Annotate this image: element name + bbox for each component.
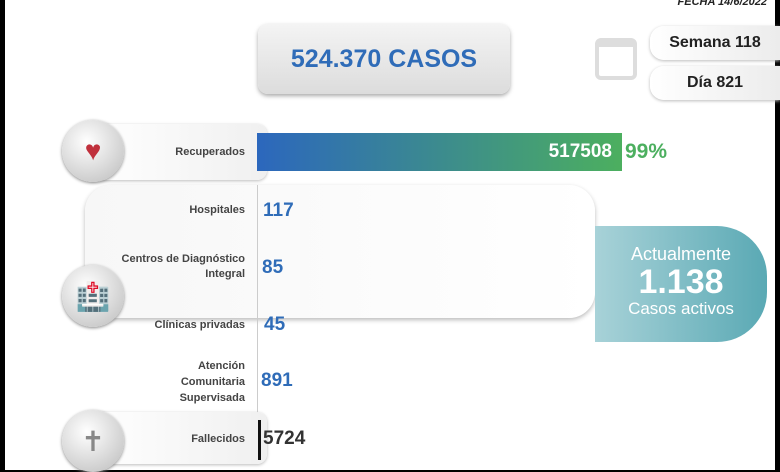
recovered-bar: 517508: [257, 133, 622, 171]
active-value: 1.138: [638, 263, 724, 301]
deceased-bar: [258, 420, 261, 460]
divider: [257, 185, 258, 435]
heart-pulse-icon: ♥: [62, 120, 124, 182]
hospital-icon: 🏥: [62, 265, 124, 327]
locations-panel: [85, 185, 595, 318]
location-label: Hospitales: [189, 204, 245, 216]
active-cases-badge: Actualmente 1.138 Casos activos: [595, 226, 767, 342]
location-label: Centros de Diagnóstico Integral: [121, 253, 245, 280]
deceased-label: Fallecidos: [191, 433, 245, 445]
week-badge: Semana 118: [650, 26, 780, 60]
active-subtitle: Casos activos: [628, 299, 734, 318]
deceased-value: 5724: [263, 428, 306, 449]
recovered-label: Recuperados: [175, 146, 245, 158]
location-value: 891: [261, 370, 293, 391]
recovered-value: 517508: [548, 141, 612, 162]
location-label: Atención Comunitaria Supervisada: [179, 360, 245, 404]
location-value: 117: [263, 200, 294, 221]
location-value: 45: [264, 314, 286, 335]
tombstone-icon: ✝: [62, 410, 124, 472]
report-date: FECHA 14/6/2022: [677, 0, 767, 8]
calendar-icon: [595, 38, 637, 80]
day-badge: Día 821: [650, 66, 780, 100]
recovered-percent: 99%: [625, 140, 668, 163]
total-cases: 524.370 CASOS: [258, 24, 510, 94]
active-title: Actualmente: [630, 244, 732, 264]
location-value: 85: [262, 257, 284, 278]
location-label: Clínicas privadas: [154, 319, 246, 331]
infographic: FECHA 14/6/2022 524.370 CASOS Semana 118…: [5, 0, 780, 472]
